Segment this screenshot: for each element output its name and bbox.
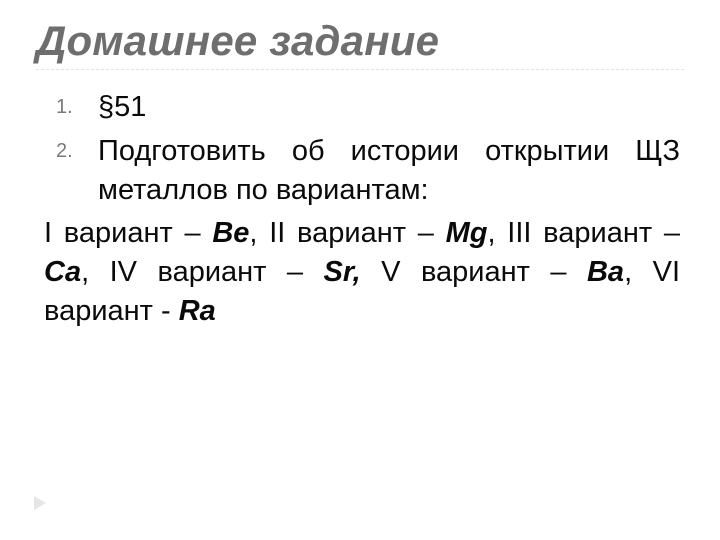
text: V вариант – <box>361 256 587 288</box>
element-symbol: Ra <box>179 295 216 327</box>
element-symbol: Sr, <box>324 256 361 288</box>
element-symbol: Ba <box>587 256 624 288</box>
element-symbol: Mg <box>446 217 488 249</box>
body-content: §51 Подготовить об истории открытии ЩЗ м… <box>36 88 684 331</box>
text: I вариант – <box>44 217 212 249</box>
numbered-list: §51 Подготовить об истории открытии ЩЗ м… <box>36 88 684 209</box>
element-symbol: Be <box>212 217 249 249</box>
page-title: Домашнее задание <box>36 18 684 63</box>
list-item: §51 <box>98 88 680 127</box>
slide: Домашнее задание §51 Подготовить об исто… <box>0 0 720 540</box>
element-symbol: Ca <box>44 256 81 288</box>
text: , III вариант – <box>487 217 680 249</box>
text: , IV вариант – <box>81 256 323 288</box>
list-item: Подготовить об истории открытии ЩЗ метал… <box>98 132 680 210</box>
variants-paragraph: I вариант – Be, II вариант – Mg, III вар… <box>44 214 680 331</box>
text: , II вариант – <box>249 217 445 249</box>
title-container: Домашнее задание <box>36 18 684 70</box>
arrow-right-icon <box>34 496 46 510</box>
